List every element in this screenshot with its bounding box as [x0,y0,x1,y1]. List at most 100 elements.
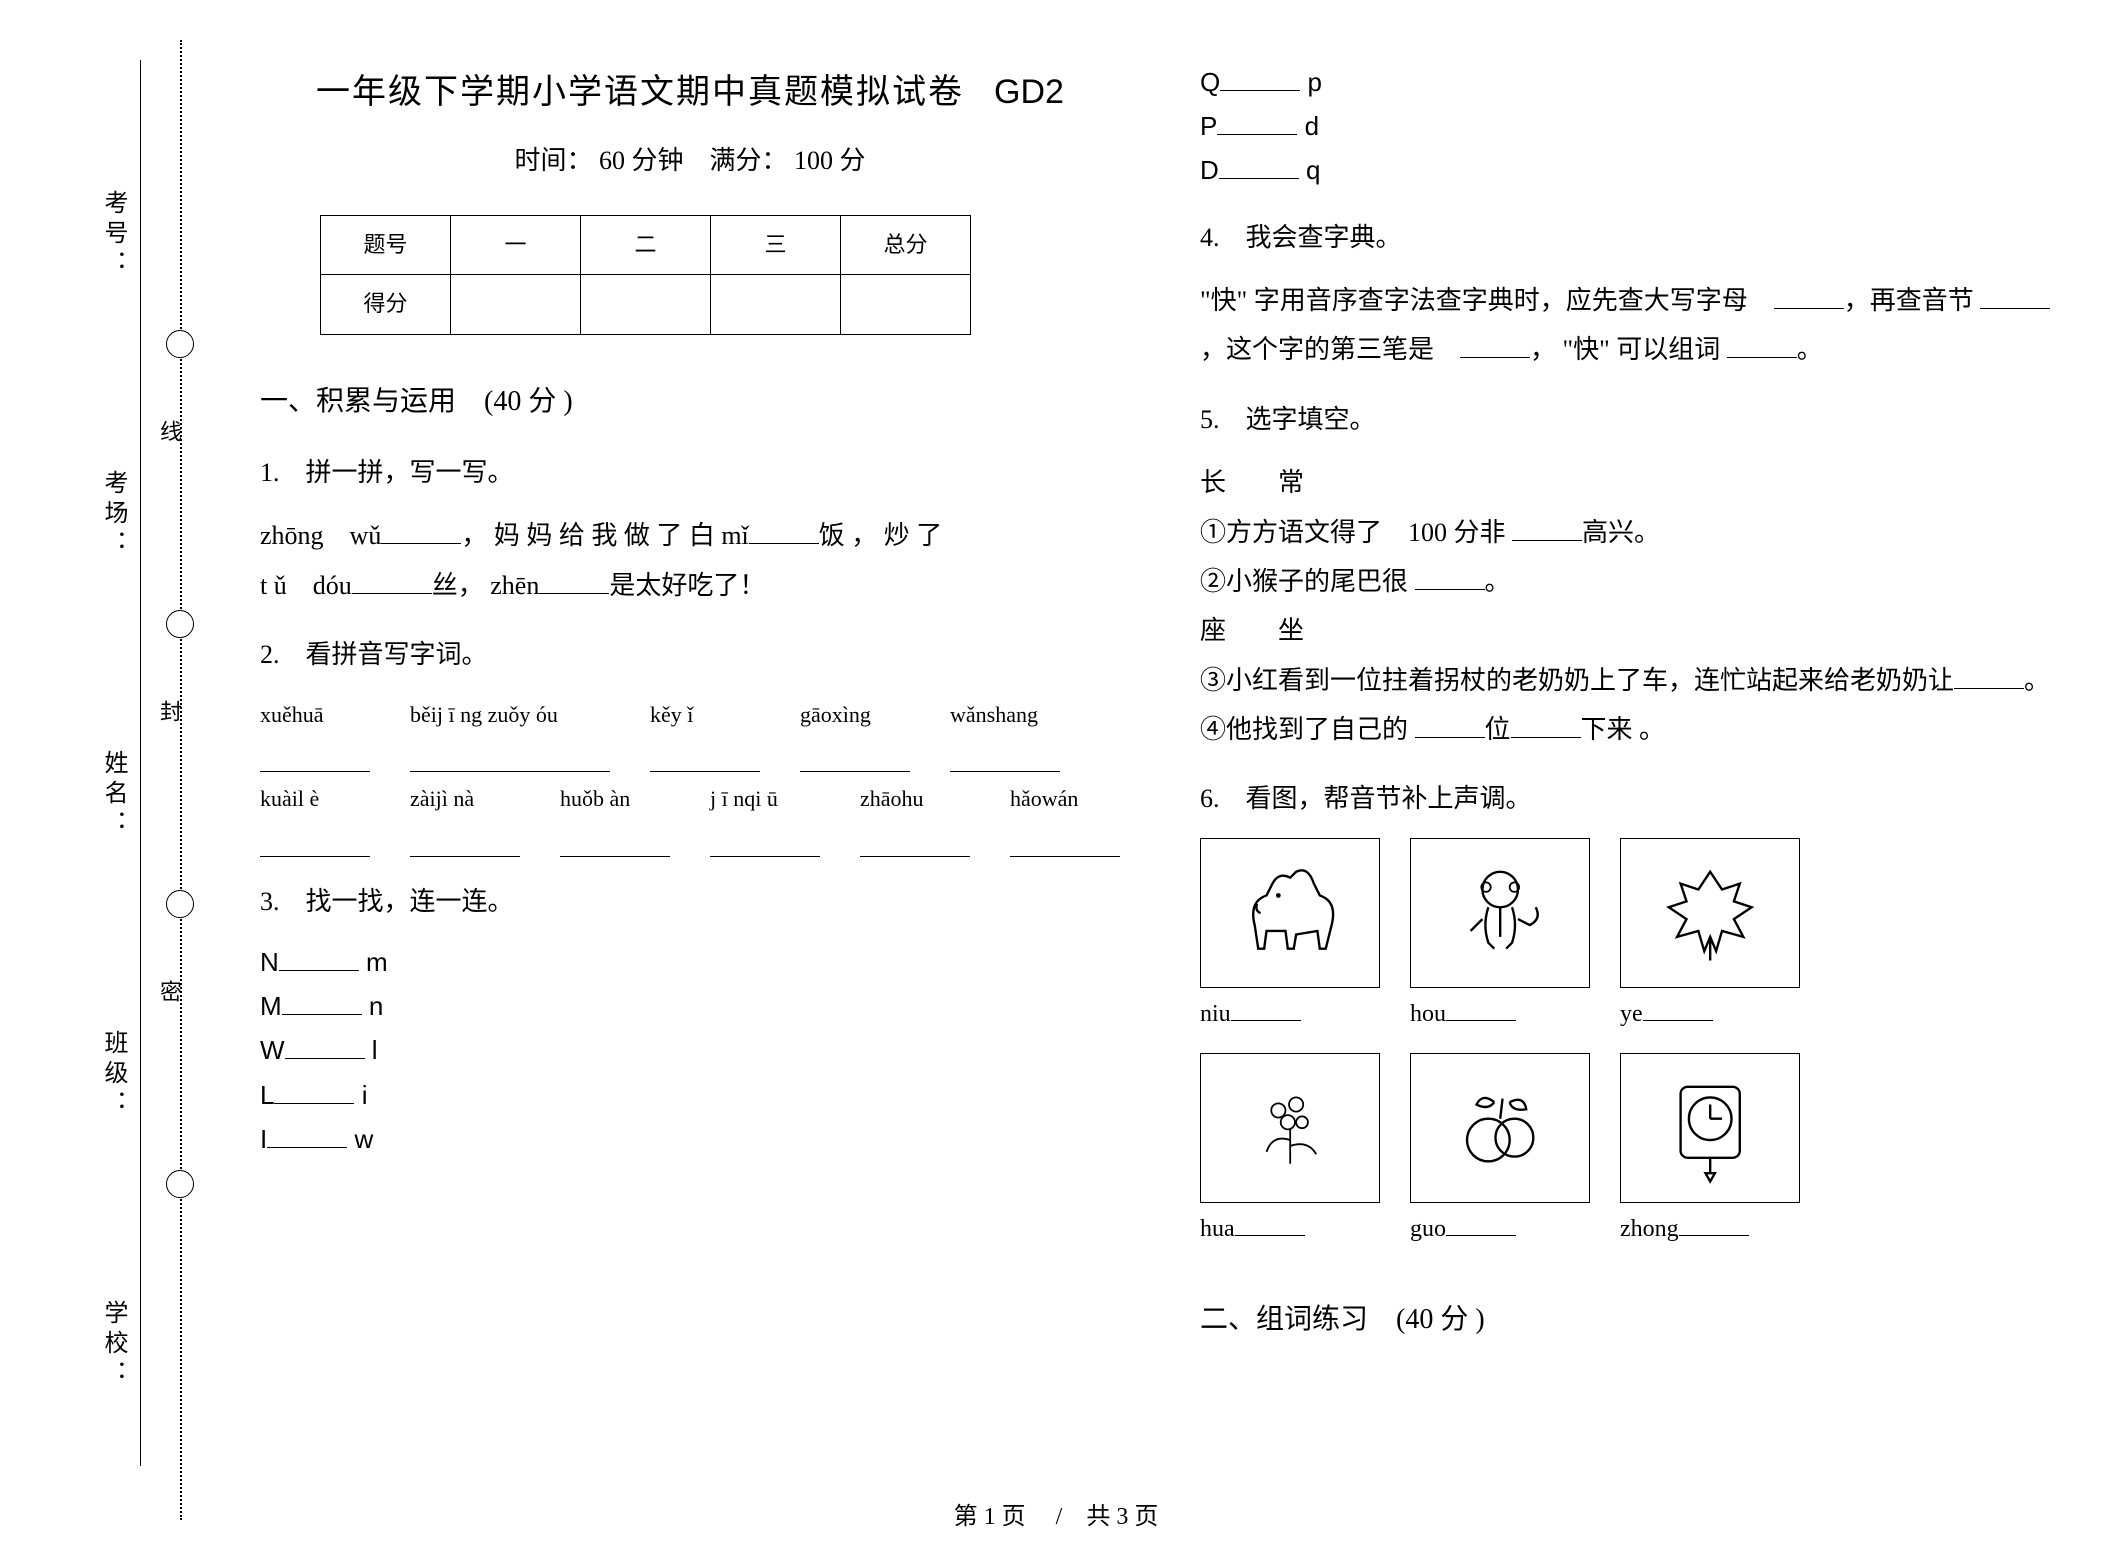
blank[interactable] [800,741,910,772]
pinyin: kuàil è [260,778,370,820]
blank[interactable] [260,741,370,772]
blank[interactable] [950,741,1060,772]
blank[interactable] [710,826,820,857]
q5-pair1: 长 常 [1200,458,2060,507]
blank[interactable] [1219,153,1299,179]
blank[interactable] [1446,1212,1516,1236]
score-cell[interactable] [841,274,971,334]
blank[interactable] [1774,283,1844,309]
exam-title: 一年级下学期小学语文期中真题模拟试卷 [316,61,964,126]
flower-icon [1200,1053,1380,1203]
blank[interactable] [749,518,819,544]
blank[interactable] [352,568,432,594]
leaf-icon [1620,838,1800,988]
q4-part: ， "快" 可以组词 [1530,335,1727,364]
blank[interactable] [1220,65,1300,91]
blank[interactable] [285,1033,365,1059]
blank[interactable] [1235,1212,1305,1236]
score-cell[interactable] [581,274,711,334]
q2-row1: xuěhuā běij ī ng zuǒy óu kěy ǐ gāoxìng w… [260,694,1120,736]
blank[interactable] [539,568,609,594]
q1-text: zhōng wǔ [260,521,381,550]
label-school: 学校： [96,1300,131,1390]
q1-label: 1. 拼一拼，写一写。 [260,448,1120,497]
title-row: 一年级下学期小学语文期中真题模拟试卷 GD2 [260,60,1120,126]
blank[interactable] [860,826,970,857]
q1-line1: zhōng wǔ， 妈 妈 给 我 做 了 白 mǐ饭 ， 炒 了 [260,511,1120,560]
left-column: 一年级下学期小学语文期中真题模拟试卷 GD2 时间： 60 分钟 满分： 100… [260,60,1120,1480]
th-1: 一 [451,215,581,274]
clock-icon [1620,1053,1800,1203]
blank[interactable] [560,826,670,857]
cap: zhong [1620,1216,1679,1242]
q5-txt: ④他找到了自己的 [1200,715,1415,744]
label-class: 班级： [96,1030,131,1120]
pinyin: gāoxìng [800,694,910,736]
row-label: 得分 [321,274,451,334]
blank[interactable] [1217,109,1297,135]
blank[interactable] [410,826,520,857]
blank[interactable] [381,518,461,544]
blank[interactable] [267,1122,347,1148]
pinyin: běij ī ng zuǒy óu [410,694,610,736]
pair-l: W [260,1035,285,1065]
q5-txt: 位 [1485,715,1511,744]
blank[interactable] [1511,712,1581,738]
blank[interactable] [650,741,760,772]
blank[interactable] [1512,515,1582,541]
blank[interactable] [1231,997,1301,1021]
blank[interactable] [282,989,362,1015]
pair-l: I [260,1124,267,1154]
q5-txt: 。 [1485,567,1511,596]
q1-line2: t ǔ dóu 丝， zhēn 是太好吃了！ [260,561,1120,610]
q1-text: 丝， zhēn [432,571,540,600]
th-total: 总分 [841,215,971,274]
blank[interactable] [260,826,370,857]
pinyin: hǎowán [1010,778,1120,820]
q3-pair: Q p [1200,60,2060,104]
blank[interactable] [1010,826,1120,857]
q1-text: 饭 ， 炒 了 [819,521,943,550]
q5-txt: 。 [2024,666,2050,695]
pair-l: N [260,947,279,977]
pair-l: D [1200,155,1219,185]
blank[interactable] [1679,1212,1749,1236]
pair-r: n [369,991,383,1021]
label-name: 姓名： [96,750,131,840]
blank[interactable] [1460,332,1530,358]
score-cell[interactable] [451,274,581,334]
blank[interactable] [1954,663,2024,689]
q5-txt: 高兴。 [1582,518,1660,547]
cow-icon [1200,838,1380,988]
exam-subtitle: 时间： 60 分钟 满分： 100 分 [260,136,1120,185]
blank[interactable] [410,741,610,772]
score-table: 题号 一 二 三 总分 得分 [320,215,971,335]
q1-text: 是太好吃了！ [609,571,765,600]
blank[interactable] [1643,997,1713,1021]
blank[interactable] [1415,712,1485,738]
seal-char-1: 线 [153,420,185,442]
blank[interactable] [1727,332,1797,358]
binding-circle [166,890,194,918]
q3-pair: D q [1200,148,2060,192]
q4-part: ，再查音节 [1844,286,1981,315]
blank[interactable] [279,945,359,971]
pair-l: Q [1200,67,1220,97]
q3-pair: M n [260,984,1120,1028]
th-label: 题号 [321,215,451,274]
cap: niu [1200,1001,1231,1027]
q1-text: t ǔ dóu [260,571,352,600]
q3-pair: P d [1200,104,2060,148]
blank[interactable] [1980,283,2050,309]
blank[interactable] [1415,564,1485,590]
blank[interactable] [1446,997,1516,1021]
q2-row2: kuàil è zàijì nà huǒb àn j ī nqi ū zhāoh… [260,778,1120,820]
blank[interactable] [274,1078,354,1104]
section-2-heading: 二、组词练习 (40 分 ) [1200,1293,2060,1346]
score-cell[interactable] [711,274,841,334]
pair-r: l [372,1035,378,1065]
pinyin: zàijì nà [410,778,520,820]
section-1-heading: 一、积累与运用 (40 分 ) [260,375,1120,428]
q6-label: 6. 看图，帮音节补上声调。 [1200,774,2060,823]
exam-code: GD2 [994,60,1064,125]
